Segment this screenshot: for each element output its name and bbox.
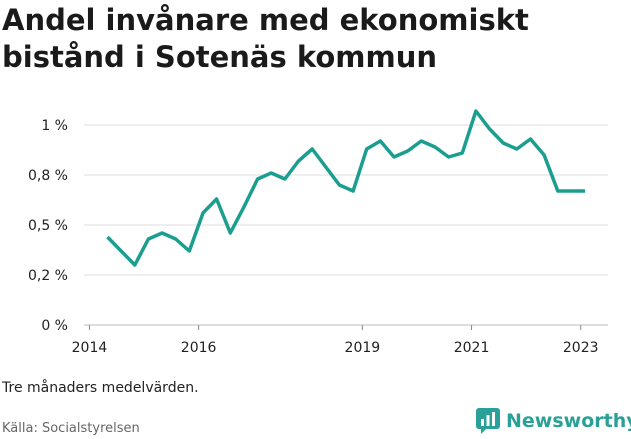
y-tick-label: 0 % <box>41 318 68 334</box>
y-tick-labels: 0 % 0,2 % 0,5 % 0,8 % 1 % <box>28 118 68 334</box>
y-tick-label: 0,8 % <box>28 168 68 184</box>
series-group <box>106 109 586 267</box>
x-tick-label: 2021 <box>454 340 490 356</box>
brand-name: Newsworthy <box>506 410 631 432</box>
x-tick-label: 2019 <box>345 340 381 356</box>
newsworthy-logo-icon <box>476 408 500 434</box>
x-tick-label: 2014 <box>72 340 108 356</box>
grid-lines <box>84 124 608 326</box>
x-tick-label: 2016 <box>181 340 217 356</box>
source-text: Källa: Socialstyrelsen <box>2 421 140 436</box>
y-tick-label: 1 % <box>41 118 68 134</box>
chart-title: Andel invånare med ekonomiskt bistånd i … <box>2 3 529 74</box>
x-axis <box>88 325 582 330</box>
brand-logo: Newsworthy <box>476 408 631 434</box>
y-tick-label: 0,5 % <box>28 218 68 234</box>
x-tick-label: 2023 <box>563 340 599 356</box>
series-line <box>106 109 586 267</box>
x-tick-labels: 2014 2016 2019 2021 2023 <box>72 340 599 356</box>
footnote: Tre månaders medelvärden. <box>2 380 199 396</box>
y-tick-label: 0,2 % <box>28 268 68 284</box>
